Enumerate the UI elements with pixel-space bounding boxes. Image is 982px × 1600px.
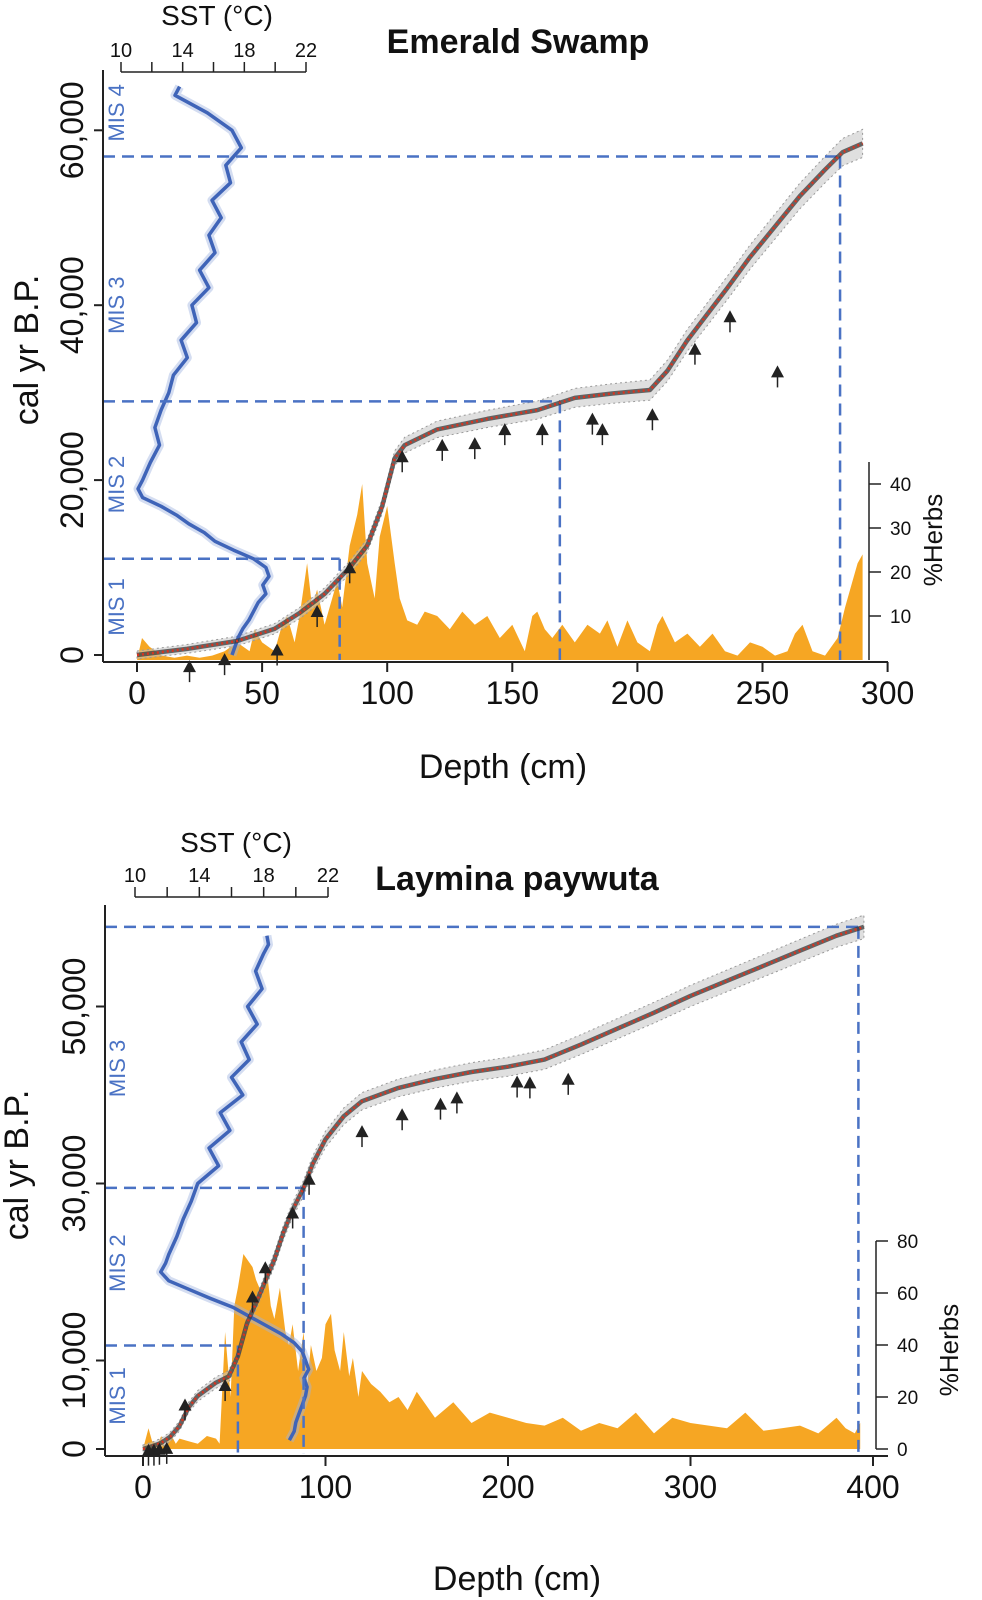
sst-tick-label: 18: [253, 865, 275, 887]
herbs-tick-label: 60: [897, 1284, 918, 1305]
dated-sample-marker: [723, 310, 737, 323]
dated-sample-marker: [435, 438, 449, 451]
sst-curve: [158, 935, 311, 1442]
dated-sample-marker: [585, 412, 599, 425]
sst-tick-label: 10: [110, 40, 132, 62]
y-tick-label: 0: [54, 646, 90, 664]
panel-emerald-swamp: 0 50 100 150 200 250 300 0 20,000 40,000 60,000 10 1…: [8, 0, 948, 786]
mis-label: MIS 1: [104, 578, 129, 635]
herbs-tick-label: 80: [897, 1232, 918, 1253]
x-tick-label: 200: [481, 1469, 534, 1505]
sst-curve: [136, 85, 271, 656]
sst-axis-title: SST (°C): [180, 827, 292, 858]
y-tick-label: 20,000: [54, 431, 90, 529]
x-tick-label: 300: [861, 675, 914, 711]
x-axis-title: Depth (cm): [433, 1560, 601, 1598]
herbs-tick-label: 40: [890, 475, 911, 496]
dated-sample-marker: [688, 342, 702, 355]
mis-label: MIS 2: [104, 456, 129, 513]
chart-title: Emerald Swamp: [387, 23, 650, 61]
y-tick-label: 60,000: [54, 81, 90, 179]
sst-tick-label: 18: [233, 40, 255, 62]
herbs-axis-title: %Herbs: [934, 1304, 964, 1396]
y-tick-label: 50,000: [56, 958, 92, 1056]
x-tick-label: 0: [134, 1469, 152, 1505]
dated-sample-marker: [395, 450, 409, 463]
y-tick-label: 40,000: [54, 256, 90, 354]
mis-label: MIS 2: [105, 1234, 130, 1291]
herbs-tick-label: 10: [890, 607, 911, 628]
dated-sample-marker: [286, 1206, 300, 1219]
sst-tick-label: 14: [188, 865, 210, 887]
dated-sample-marker: [645, 408, 659, 421]
dated-sample-marker: [450, 1091, 464, 1104]
x-tick-label: 150: [486, 675, 539, 711]
dated-sample-marker: [498, 423, 512, 436]
dated-sample-marker: [270, 643, 284, 656]
dated-sample-marker: [510, 1075, 524, 1088]
sst-tick-label: 22: [317, 865, 339, 887]
dated-sample-marker: [302, 1172, 316, 1185]
dated-sample-marker: [218, 1379, 232, 1391]
y-axis-title: cal yr B.P.: [0, 1090, 36, 1241]
age-model-line: [142, 925, 865, 1451]
herbs-tick-label: 20: [897, 1388, 918, 1409]
dated-sample-marker: [468, 437, 482, 450]
dated-sample-marker: [595, 423, 609, 436]
y-tick-label: 10,000: [56, 1312, 92, 1410]
herbs-tick-label: 30: [890, 519, 911, 540]
dated-sample-marker: [160, 1441, 174, 1454]
x-tick-label: 300: [664, 1469, 717, 1505]
y-tick-label: 30,000: [56, 1135, 92, 1233]
y-axis-title: cal yr B.P.: [8, 275, 46, 426]
dated-sample-marker: [434, 1097, 447, 1110]
mis-label: MIS 3: [105, 1040, 130, 1097]
x-tick-label: 0: [128, 675, 146, 711]
dated-sample-marker: [355, 1125, 369, 1138]
x-tick-label: 50: [244, 675, 280, 711]
herbs-tick-label: 0: [897, 1440, 908, 1461]
x-axis-title: Depth (cm): [419, 748, 587, 786]
herbs-tick-label: 40: [897, 1336, 918, 1357]
age-model-uncertainty: [136, 128, 864, 660]
mis-label: MIS 4: [104, 84, 129, 141]
dated-sample-marker: [343, 561, 357, 574]
dated-sample-marker: [258, 1261, 272, 1274]
dated-sample-marker: [246, 1290, 259, 1303]
sst-curve-glow: [133, 84, 274, 657]
herbs-tick-label: 20: [890, 563, 911, 584]
dated-sample-marker: [310, 605, 324, 617]
y-tick-label: 0: [56, 1440, 92, 1458]
dated-sample-marker: [535, 423, 549, 436]
x-tick-label: 100: [361, 675, 414, 711]
dated-sample-marker: [771, 365, 784, 378]
age-model-line: [136, 142, 864, 657]
x-tick-label: 100: [299, 1469, 352, 1505]
sst-axis-title: SST (°C): [161, 0, 273, 31]
herbs-axis-title: %Herbs: [918, 494, 948, 586]
sst-tick-label: 10: [124, 865, 146, 887]
dated-sample-marker: [395, 1108, 409, 1121]
x-tick-label: 200: [611, 675, 664, 711]
x-tick-label: 250: [736, 675, 789, 711]
dated-sample-marker: [178, 1398, 192, 1411]
sst-tick-label: 22: [295, 40, 317, 62]
dated-sample-marker: [183, 660, 196, 673]
chart-title: Laymina paywuta: [375, 860, 660, 898]
sst-tick-label: 14: [172, 40, 194, 62]
herbs-area: [143, 1254, 861, 1449]
age-model-band: [136, 141, 864, 658]
mis-label: MIS 3: [104, 276, 129, 333]
dated-sample-marker: [561, 1072, 575, 1085]
dated-sample-marker: [523, 1076, 537, 1089]
mis-label: MIS 1: [105, 1367, 130, 1424]
x-tick-label: 400: [846, 1469, 899, 1505]
